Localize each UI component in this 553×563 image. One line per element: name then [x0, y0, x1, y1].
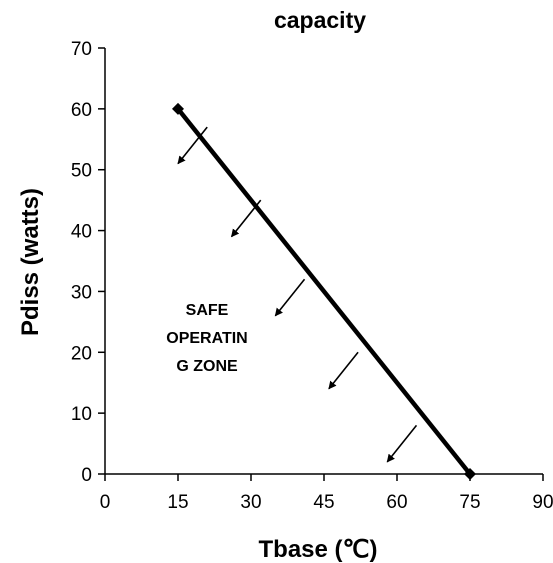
y-tick-label: 10 — [71, 404, 92, 425]
x-tick-label: 15 — [167, 492, 188, 513]
safe-zone-arrow — [274, 278, 306, 317]
x-tick-label: 90 — [532, 492, 553, 513]
y-tick-label: 30 — [71, 282, 92, 303]
x-tick-label: 60 — [386, 492, 407, 513]
zone-label-line-3: G ZONE — [176, 358, 238, 375]
data-point-marker — [464, 468, 476, 480]
safe-zone-arrow — [386, 424, 418, 463]
x-tick-label: 75 — [459, 492, 480, 513]
safe-zone-arrow — [230, 199, 262, 238]
x-tick-label: 30 — [240, 492, 261, 513]
chart-title: capacity — [274, 7, 366, 33]
x-axis-title: Tbase (℃) — [259, 536, 378, 563]
series-line — [176, 107, 472, 476]
x-tick-label: 0 — [100, 492, 111, 513]
y-tick-label: 70 — [71, 39, 92, 60]
zone-label-line-1: SAFE — [186, 302, 229, 319]
safe-zone-arrow — [177, 126, 208, 165]
y-tick-label: 20 — [71, 343, 92, 364]
y-tick-label: 60 — [71, 100, 92, 121]
zone-label-line-2: OPERATIN — [166, 330, 247, 347]
x-tick-label: 45 — [313, 492, 334, 513]
y-tick-label: 0 — [81, 465, 92, 486]
plot-area: 0 10 20 30 40 50 60 70 0 15 30 45 60 75 90 — [71, 39, 553, 513]
y-axis-title: Pdiss (watts) — [17, 188, 44, 336]
data-point-marker — [172, 102, 184, 115]
safe-zone-arrow — [328, 351, 359, 390]
y-tick-label: 40 — [71, 222, 92, 243]
y-tick-label: 50 — [71, 161, 92, 182]
